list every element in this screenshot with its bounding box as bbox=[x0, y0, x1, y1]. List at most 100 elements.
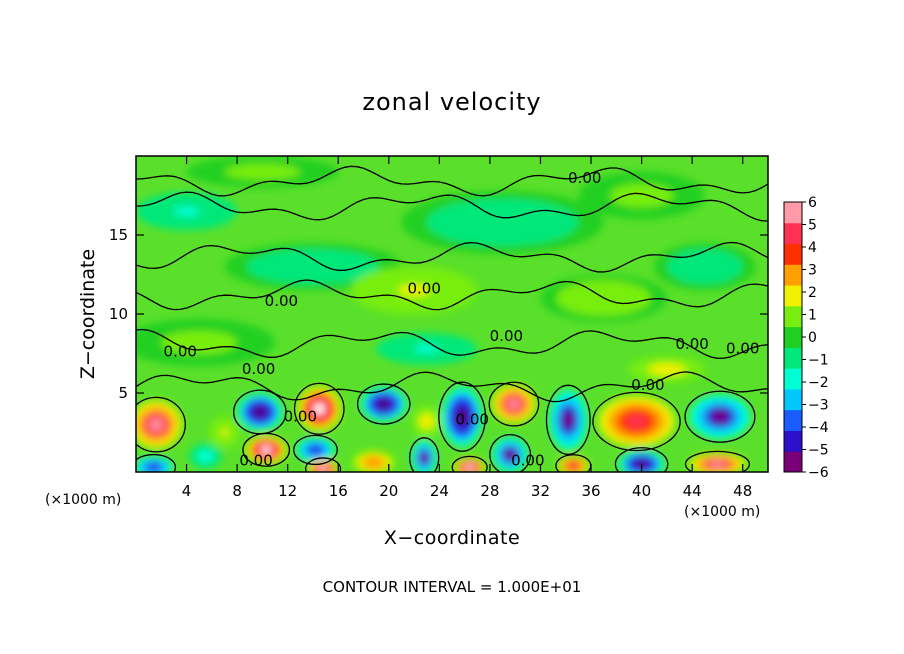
contour-label: 0.00 bbox=[490, 327, 523, 345]
x-unit-left: (×1000 m) bbox=[45, 492, 122, 508]
colorbar-segment bbox=[784, 451, 802, 473]
feature-layer bbox=[465, 464, 474, 470]
x-tick-label: 44 bbox=[683, 482, 702, 500]
contour-label: 0.00 bbox=[568, 169, 601, 187]
contour-label: 0.00 bbox=[675, 335, 708, 353]
velocity-feature bbox=[136, 192, 238, 231]
feature-layer bbox=[310, 446, 321, 454]
colorbar-segment bbox=[784, 326, 802, 348]
contour-line bbox=[489, 433, 532, 472]
contour-line bbox=[242, 432, 291, 467]
colorbar-tick-label: −1 bbox=[808, 353, 829, 369]
colorbar-segment bbox=[784, 388, 802, 411]
feature-layer bbox=[505, 450, 515, 459]
contour-lines bbox=[136, 165, 768, 472]
contour-line bbox=[451, 455, 488, 472]
contour-label: 0.00 bbox=[239, 452, 272, 470]
velocity-feature bbox=[654, 242, 756, 291]
colorbar-segment bbox=[784, 305, 802, 328]
velocity-feature bbox=[136, 456, 173, 472]
contour-label: 0.00 bbox=[456, 411, 489, 429]
contour-line bbox=[356, 383, 411, 425]
contour-line bbox=[136, 279, 768, 311]
feature-layer bbox=[261, 446, 272, 454]
feature-layer bbox=[508, 399, 520, 409]
velocity-feature bbox=[186, 156, 339, 188]
x-tick-label: 12 bbox=[278, 482, 297, 500]
feature-layer bbox=[378, 399, 390, 409]
feature-layer bbox=[180, 336, 219, 349]
contour-line bbox=[488, 381, 540, 427]
feature-layer bbox=[414, 344, 440, 353]
colorbar-segment bbox=[784, 368, 802, 390]
velocity-feature bbox=[441, 386, 483, 447]
contour-label: 0.00 bbox=[511, 452, 544, 470]
contour-line bbox=[304, 457, 342, 472]
colorbar-tick-label: 5 bbox=[808, 218, 817, 234]
velocity-feature bbox=[492, 385, 536, 424]
colorbar-tick-label: 3 bbox=[808, 263, 817, 279]
colorbar-tick-label: 0 bbox=[808, 330, 817, 346]
contour-line bbox=[293, 382, 345, 435]
feature-layer bbox=[421, 453, 428, 463]
colorbar-segment bbox=[784, 264, 802, 286]
colorbar: 6 5 4 3 2 1 0 −1 −2 −3 −4 −5 −6 bbox=[783, 195, 829, 481]
velocity-feature bbox=[360, 386, 407, 422]
contour-line bbox=[136, 241, 768, 273]
contour-label: 0.00 bbox=[726, 340, 759, 358]
colorbar-tick-label: −3 bbox=[808, 398, 829, 414]
velocity-feature bbox=[628, 356, 705, 382]
contour-line bbox=[592, 391, 681, 452]
x-tick-label: 32 bbox=[531, 482, 550, 500]
x-tick-label: 40 bbox=[632, 482, 651, 500]
x-tick-label: 8 bbox=[232, 482, 242, 500]
colorbar-segment bbox=[784, 202, 802, 224]
colorbar-tick-label: 4 bbox=[808, 240, 817, 256]
x-unit-right: (×1000 m) bbox=[684, 504, 761, 520]
contour-line bbox=[409, 437, 440, 472]
colorbar-segment bbox=[784, 347, 802, 369]
velocity-feature bbox=[136, 400, 182, 449]
feature-layer bbox=[201, 453, 210, 460]
colorbar-tick-label: −2 bbox=[808, 375, 829, 391]
velocity-feature bbox=[411, 405, 442, 438]
velocity-feature bbox=[549, 389, 588, 450]
contour-line bbox=[684, 390, 756, 443]
velocity-feature bbox=[492, 437, 528, 472]
colorbar-tick-label: 2 bbox=[808, 285, 817, 301]
colorbar-tick-label: −4 bbox=[808, 420, 829, 436]
velocity-feature bbox=[689, 394, 751, 439]
velocity-feature bbox=[296, 437, 335, 463]
velocity-feature bbox=[376, 332, 478, 365]
velocity-feature bbox=[558, 456, 589, 472]
feature-layer bbox=[319, 466, 327, 472]
feature-layer bbox=[220, 428, 229, 437]
velocity-feature bbox=[224, 242, 402, 291]
contour-label: 0.00 bbox=[164, 343, 197, 361]
contour-line bbox=[545, 384, 591, 456]
velocity-feature bbox=[540, 274, 667, 322]
colorbar-segment bbox=[784, 409, 802, 431]
contour-line bbox=[684, 450, 751, 472]
contour-line bbox=[136, 328, 768, 359]
feature-layer bbox=[657, 366, 677, 373]
velocity-feature bbox=[189, 443, 222, 469]
feature-layer bbox=[398, 284, 430, 297]
contour-line bbox=[614, 447, 669, 472]
velocity-feature bbox=[307, 459, 339, 472]
feature-layer bbox=[627, 415, 647, 428]
feature-layer bbox=[692, 260, 718, 273]
feature-layer bbox=[148, 464, 159, 471]
y-tick-label: 10 bbox=[109, 305, 128, 323]
contour-line bbox=[136, 165, 768, 197]
feature-layer bbox=[367, 459, 380, 466]
velocity-feature bbox=[237, 393, 283, 431]
colorbar-tick-label: −6 bbox=[808, 465, 829, 481]
contour-interval-note: CONTOUR INTERVAL = 1.000E+01 bbox=[322, 578, 582, 596]
velocity-feature bbox=[598, 396, 675, 447]
x-tick-label: 48 bbox=[733, 482, 752, 500]
contour-label: 0.00 bbox=[242, 360, 275, 378]
contour-label: 0.00 bbox=[284, 407, 317, 425]
feature-layer bbox=[173, 206, 200, 217]
